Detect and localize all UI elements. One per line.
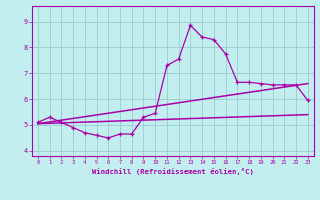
X-axis label: Windchill (Refroidissement éolien,°C): Windchill (Refroidissement éolien,°C) <box>92 168 254 175</box>
